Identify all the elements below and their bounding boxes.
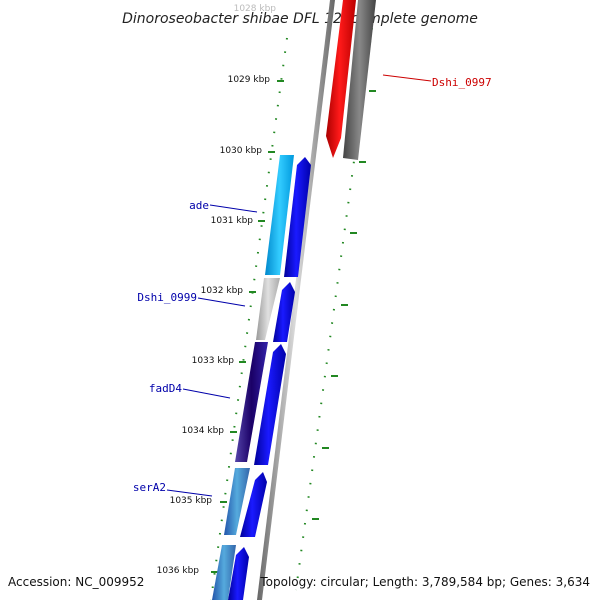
map-title: Dinoroseobacter shibae DFL 12, complete … [122,11,478,27]
gene-label-dshi-0997[interactable]: Dshi_0997 [432,76,492,89]
callout-line-sera2 [166,489,213,497]
kbp-label: 1036 kbp [157,566,200,576]
kbp-label: 1030 kbp [220,146,263,156]
gene-label-fadd4[interactable]: fadD4 [149,382,182,395]
genome-backbone [257,0,335,600]
genome-stats-text: Topology: circular; Length: 3,789,584 bp… [259,575,590,589]
kbp-label: 1033 kbp [192,356,235,366]
gene-label-dshi-0999[interactable]: Dshi_0999 [137,291,197,304]
gene-dshi-0997[interactable] [326,0,356,158]
gene-dshi-0999[interactable] [273,282,295,342]
kbp-scale-labels: 1028 kbp 1029 kbp 1030 kbp 1031 kbp 1032… [157,4,277,576]
accession-text: Accession: NC_009952 [8,575,144,589]
callout-line-dshi-0997 [382,74,432,82]
kbp-label: 1031 kbp [211,216,254,226]
gene-label-ade[interactable]: ade [189,199,209,212]
gene-dshi-0999-cds[interactable] [256,278,280,340]
gene-dshi-0997-cds[interactable] [343,0,376,160]
gene-fadd4[interactable] [254,344,286,465]
gene-next-cds[interactable] [212,545,236,600]
gene-fadd4-cds[interactable] [235,342,268,462]
outer-major-ticks [312,90,376,520]
kbp-label: 1028 kbp [234,4,277,14]
gene-next[interactable] [228,547,249,600]
callout-line-ade [209,204,258,213]
callout-line-dshi-0999 [197,297,246,307]
gene-ade[interactable] [284,157,311,277]
gene-sera2[interactable] [240,472,267,537]
inner-tick-track [210,37,288,600]
kbp-label: 1035 kbp [170,496,213,506]
gene-label-sera2[interactable]: serA2 [133,481,166,494]
kbp-label: 1032 kbp [201,286,244,296]
gene-sera2-cds[interactable] [224,468,250,535]
kbp-label: 1034 kbp [182,426,225,436]
inner-major-ticks [211,80,284,573]
gene-ade-cds[interactable] [265,155,294,275]
kbp-label: 1029 kbp [228,75,271,85]
callout-line-fadd4 [182,388,231,399]
